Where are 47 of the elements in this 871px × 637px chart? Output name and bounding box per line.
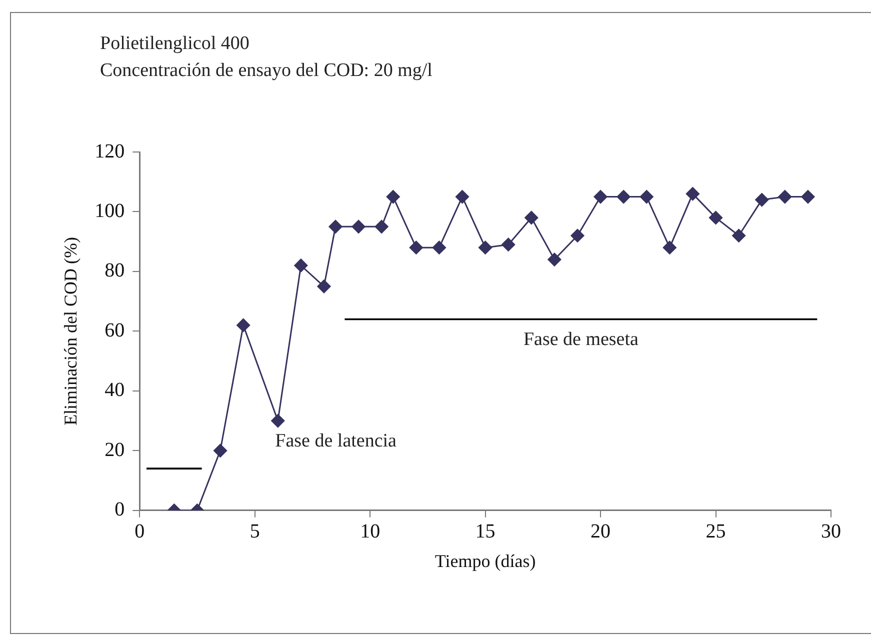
x-tick-label: 0 — [134, 520, 145, 543]
y-tick-label: 20 — [104, 438, 125, 461]
x-tick-label: 5 — [250, 520, 260, 543]
x-tick-label: 10 — [360, 520, 380, 543]
point — [236, 318, 250, 332]
y-tick-label: 100 — [94, 200, 125, 222]
point — [570, 228, 584, 242]
annotation: Fase de meseta — [523, 329, 640, 350]
point — [317, 280, 331, 294]
point — [778, 190, 792, 204]
point — [409, 240, 423, 254]
point — [594, 190, 608, 204]
point — [374, 220, 388, 234]
point — [271, 414, 285, 428]
point — [352, 220, 366, 234]
x-tick-label: 30 — [821, 520, 841, 543]
x-axis-title: Tiempo (días) — [434, 550, 536, 571]
point — [432, 240, 446, 254]
x-tick-label: 20 — [590, 520, 611, 543]
point — [328, 220, 342, 234]
point — [548, 252, 562, 266]
point — [709, 210, 723, 224]
point — [386, 190, 400, 204]
point — [732, 228, 746, 242]
y-tick-label: 80 — [104, 260, 125, 282]
point — [456, 190, 470, 204]
y-tick-label: 60 — [104, 319, 125, 342]
point — [640, 190, 654, 204]
point — [502, 238, 516, 252]
point — [686, 187, 700, 201]
chart-title: Polietilenglicol 400 — [100, 32, 250, 56]
point — [478, 240, 492, 254]
point — [214, 444, 228, 458]
point — [294, 258, 308, 272]
annotation: Fase de latencia — [275, 430, 398, 452]
point — [801, 190, 815, 204]
x-tick-label: 15 — [475, 520, 496, 543]
y-tick-label: 0 — [114, 498, 125, 521]
chart-subtitle: Concentración de ensayo del COD: 20 mg/l — [100, 59, 432, 83]
y-tick-label: 120 — [94, 140, 125, 162]
y-axis-title: Eliminación del COD (%) — [60, 236, 81, 426]
point — [616, 190, 630, 204]
point — [662, 240, 676, 254]
point — [524, 210, 538, 224]
y-tick-label: 40 — [104, 379, 125, 402]
x-tick-label: 25 — [706, 520, 726, 543]
point — [755, 193, 769, 207]
